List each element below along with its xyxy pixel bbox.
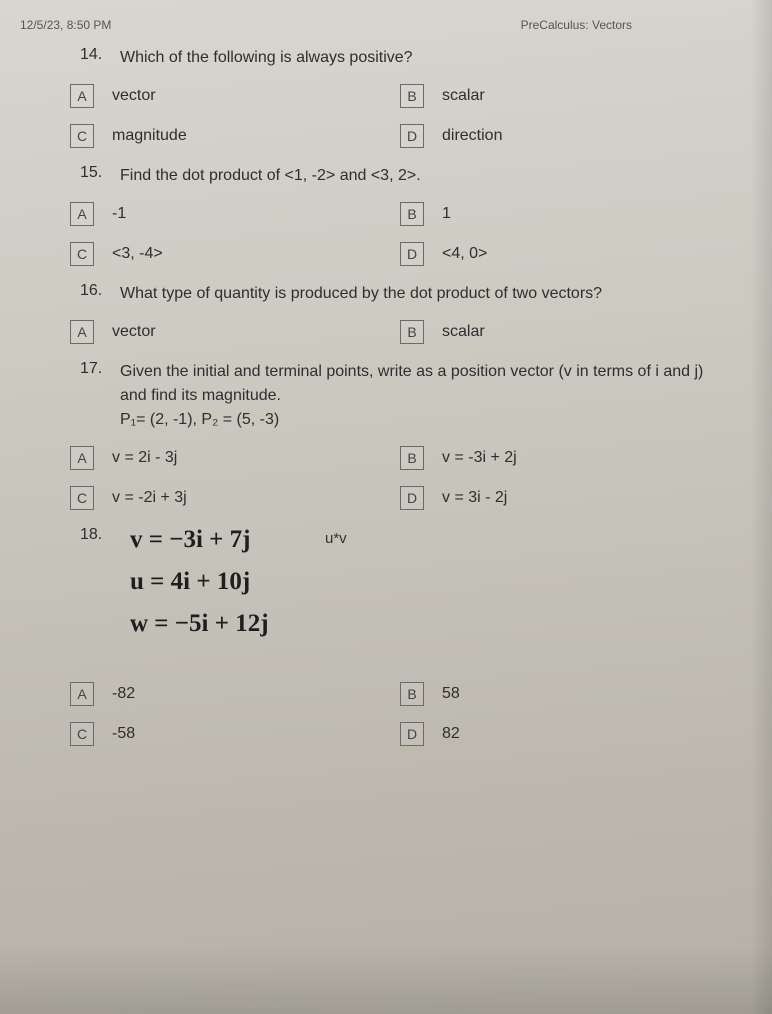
choice-text: scalar [442, 323, 485, 341]
choices-17: A v = 2i - 3j B v = -3i + 2j C v = -2i +… [70, 446, 742, 510]
choice-text: vector [112, 87, 156, 105]
question-number: 16. [80, 282, 120, 300]
choices-16: A vector B scalar [70, 320, 742, 344]
worksheet-page: 12/5/23, 8:50 PM PreCalculus: Vectors 14… [0, 0, 772, 1014]
header-date: 12/5/23, 8:50 PM [20, 18, 111, 32]
choice-17c[interactable]: C v = -2i + 3j [70, 486, 400, 510]
choice-text: v = -2i + 3j [112, 489, 187, 507]
choice-text: <3, -4> [112, 245, 163, 263]
equation-w: w = −5i + 12j [130, 610, 742, 638]
letter-box: A [70, 682, 94, 706]
letter-box: C [70, 486, 94, 510]
choice-text: magnitude [112, 127, 187, 145]
choice-18d[interactable]: D 82 [400, 722, 460, 746]
choices-14: A vector B scalar C magnitude D directio… [70, 84, 742, 148]
choice-text: v = 3i - 2j [442, 489, 507, 507]
choice-text: -82 [112, 685, 135, 703]
header-title: PreCalculus: Vectors [521, 18, 632, 32]
choice-15a[interactable]: A -1 [70, 202, 400, 226]
question-number: 18. [80, 526, 120, 544]
choice-text: 58 [442, 685, 460, 703]
question-17: 17. Given the initial and terminal point… [80, 360, 742, 432]
letter-box: C [70, 124, 94, 148]
choice-14c[interactable]: C magnitude [70, 124, 400, 148]
letter-box: A [70, 202, 94, 226]
question-text: Given the initial and terminal points, w… [120, 360, 742, 432]
choice-text: direction [442, 127, 502, 145]
question-text: What type of quantity is produced by the… [120, 282, 742, 306]
choice-text: -58 [112, 725, 135, 743]
q17-line3: P₁= (2, -1), P₂ = (5, -3) [120, 408, 742, 432]
choice-text: vector [112, 323, 156, 341]
question-number: 14. [80, 46, 120, 64]
letter-box: B [400, 202, 424, 226]
question-18: 18. u*v v = −3i + 7j u = 4i + 10j w = −5… [80, 526, 742, 652]
letter-box: C [70, 242, 94, 266]
question-number: 15. [80, 164, 120, 182]
choice-17a[interactable]: A v = 2i - 3j [70, 446, 400, 470]
q17-line2: and find its magnitude. [120, 384, 742, 408]
choice-15d[interactable]: D <4, 0> [400, 242, 487, 266]
choice-text: 1 [442, 205, 451, 223]
choice-18b[interactable]: B 58 [400, 682, 460, 706]
choice-17d[interactable]: D v = 3i - 2j [400, 486, 507, 510]
letter-box: A [70, 84, 94, 108]
uv-label: u*v [325, 530, 347, 547]
question-number: 17. [80, 360, 120, 378]
choice-17b[interactable]: B v = -3i + 2j [400, 446, 517, 470]
choice-text: 82 [442, 725, 460, 743]
letter-box: A [70, 320, 94, 344]
choices-15: A -1 B 1 C <3, -4> D <4, 0> [70, 202, 742, 266]
choice-text: scalar [442, 87, 485, 105]
choice-14d[interactable]: D direction [400, 124, 502, 148]
choice-18c[interactable]: C -58 [70, 722, 400, 746]
choice-16a[interactable]: A vector [70, 320, 400, 344]
letter-box: D [400, 242, 424, 266]
letter-box: A [70, 446, 94, 470]
choice-14b[interactable]: B scalar [400, 84, 485, 108]
choice-15c[interactable]: C <3, -4> [70, 242, 400, 266]
letter-box: D [400, 722, 424, 746]
letter-box: B [400, 84, 424, 108]
letter-box: C [70, 722, 94, 746]
equation-u: u = 4i + 10j [130, 568, 742, 596]
choice-16b[interactable]: B scalar [400, 320, 485, 344]
page-header: 12/5/23, 8:50 PM PreCalculus: Vectors [20, 18, 742, 32]
choice-15b[interactable]: B 1 [400, 202, 451, 226]
question-16: 16. What type of quantity is produced by… [80, 282, 742, 306]
question-text: Find the dot product of <1, -2> and <3, … [120, 164, 742, 188]
question-text: Which of the following is always positiv… [120, 46, 742, 70]
letter-box: D [400, 124, 424, 148]
choice-18a[interactable]: A -82 [70, 682, 400, 706]
choices-18: A -82 B 58 C -58 D 82 [70, 682, 742, 746]
choice-text: v = 2i - 3j [112, 449, 177, 467]
q17-line1: Given the initial and terminal points, w… [120, 360, 742, 384]
question-15: 15. Find the dot product of <1, -2> and … [80, 164, 742, 188]
equation-v: v = −3i + 7j [130, 526, 742, 554]
letter-box: D [400, 486, 424, 510]
letter-box: B [400, 320, 424, 344]
choice-text: v = -3i + 2j [442, 449, 517, 467]
choice-14a[interactable]: A vector [70, 84, 400, 108]
letter-box: B [400, 682, 424, 706]
choice-text: -1 [112, 205, 126, 223]
letter-box: B [400, 446, 424, 470]
question-14: 14. Which of the following is always pos… [80, 46, 742, 70]
choice-text: <4, 0> [442, 245, 487, 263]
